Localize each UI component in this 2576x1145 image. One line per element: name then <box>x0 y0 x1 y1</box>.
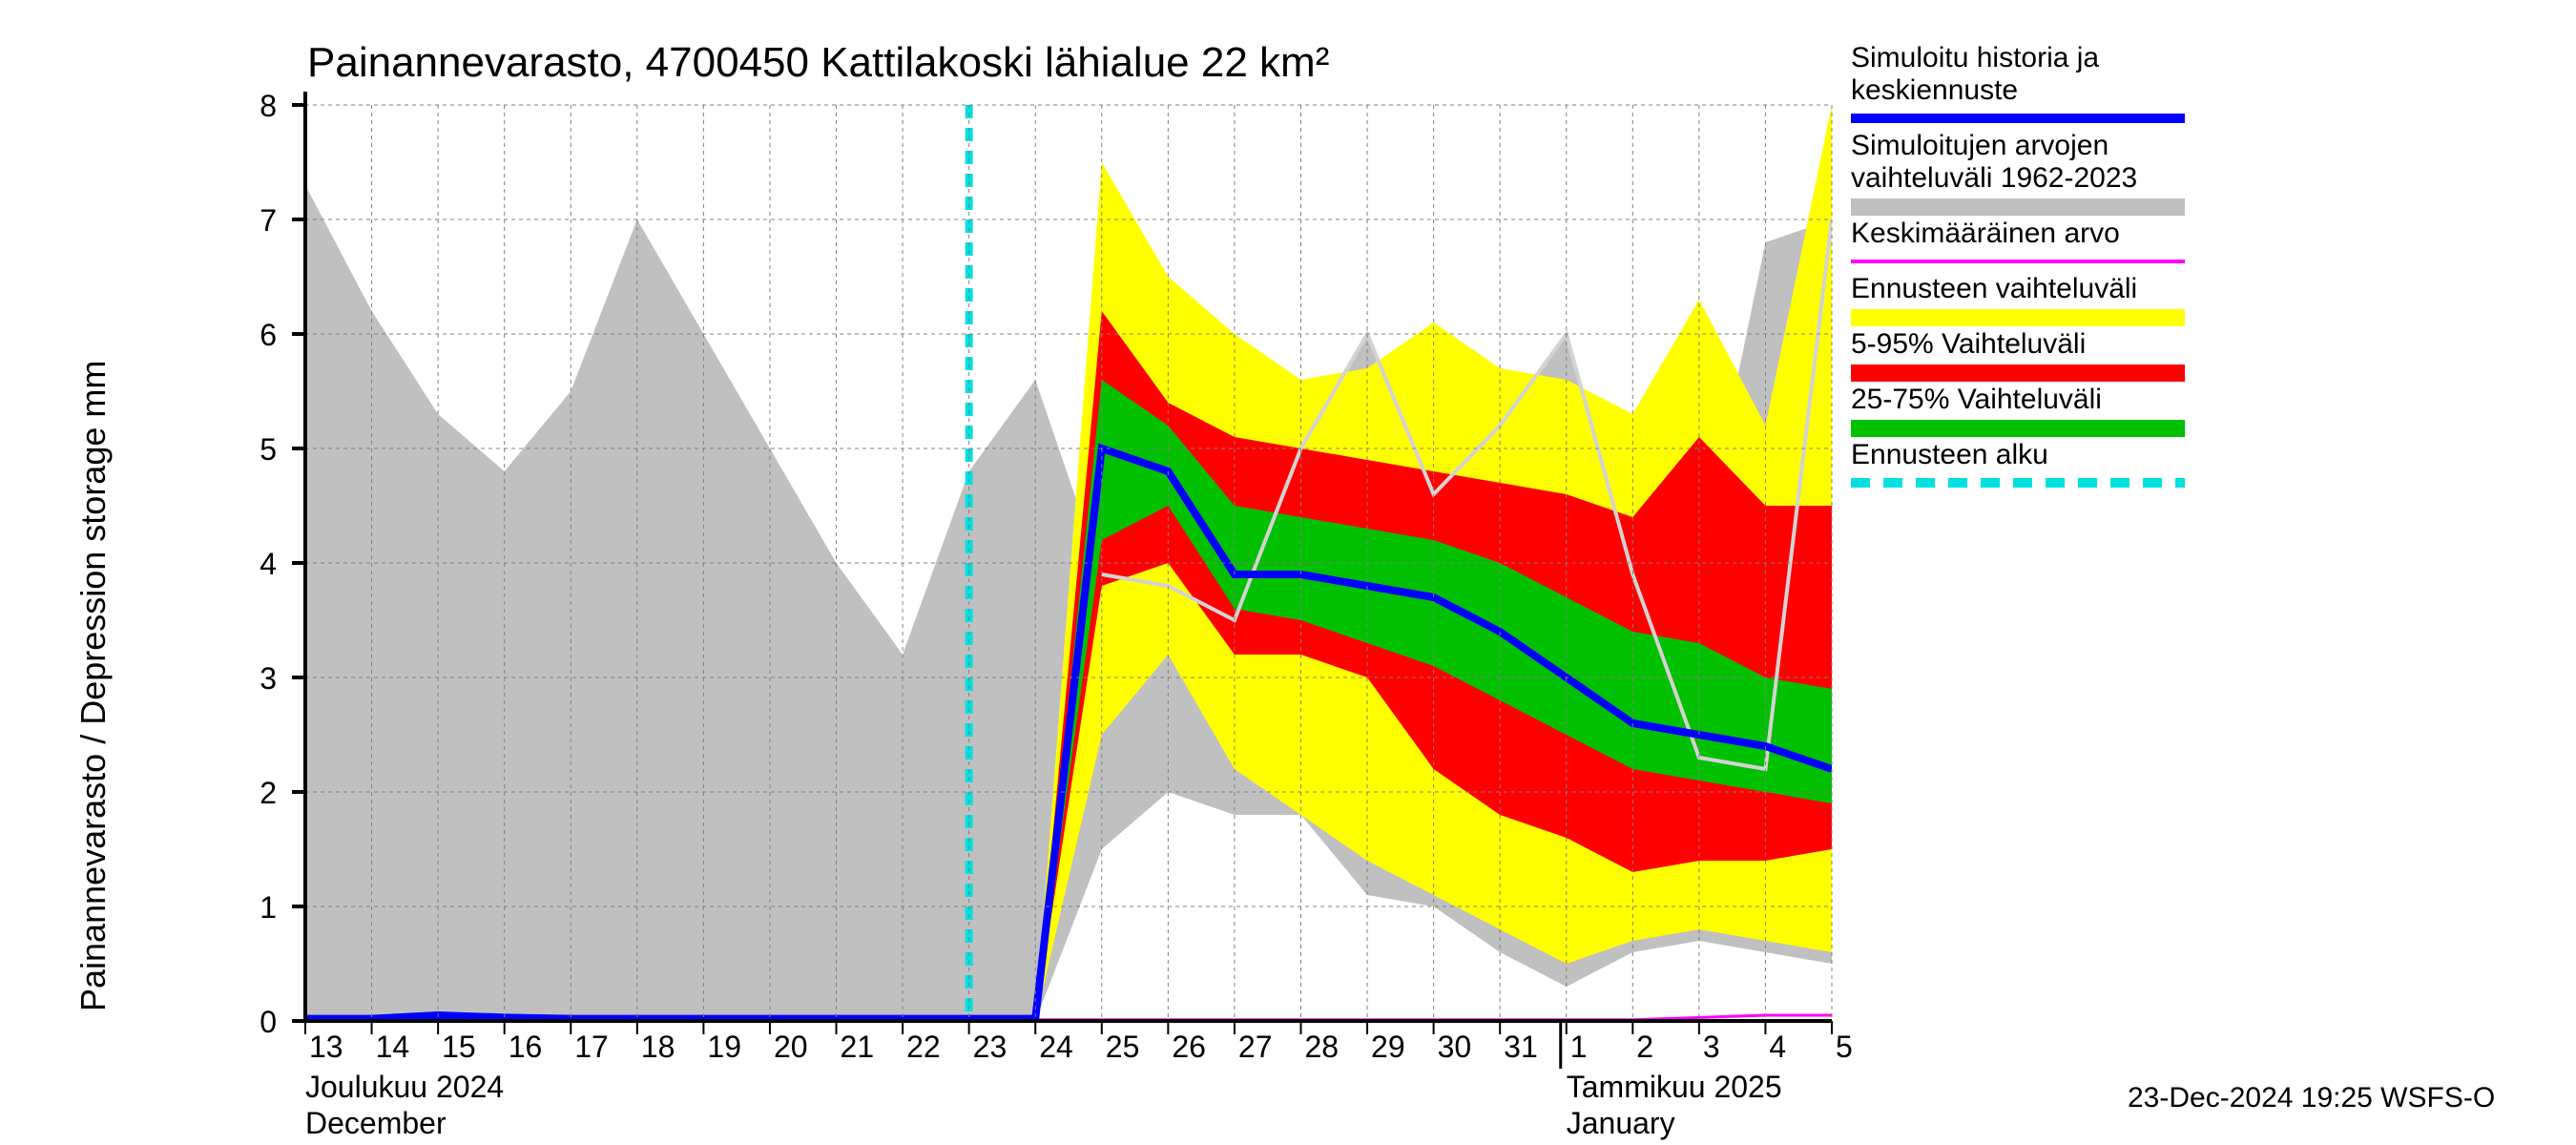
footer-timestamp: 23-Dec-2024 19:25 WSFS-O <box>2128 1082 2495 1114</box>
x-tick-label: 31 <box>1504 1030 1538 1064</box>
chart-container: 0123456781314151617181920212223242526272… <box>0 0 2576 1145</box>
legend-label: Keskimääräinen arvo <box>1851 218 2120 249</box>
y-tick-label: 7 <box>260 203 277 238</box>
x-tick-label: 3 <box>1703 1030 1720 1064</box>
legend-label: vaihteluväli 1962-2023 <box>1851 162 2137 194</box>
y-tick-label: 8 <box>260 89 277 123</box>
month-label-1: Joulukuu 2024 <box>305 1070 504 1104</box>
month-label-2: January <box>1567 1106 1675 1140</box>
x-tick-label: 15 <box>442 1030 476 1064</box>
legend-label: Simuloitu historia ja <box>1851 42 2099 73</box>
y-tick-label: 3 <box>260 661 277 696</box>
x-tick-label: 29 <box>1371 1030 1405 1064</box>
x-tick-label: 27 <box>1238 1030 1273 1064</box>
y-tick-label: 2 <box>260 776 277 810</box>
month-label-1: Tammikuu 2025 <box>1567 1070 1782 1104</box>
legend-swatch <box>1851 309 2185 326</box>
legend-label: 5-95% Vaihteluväli <box>1851 328 2086 360</box>
x-tick-label: 28 <box>1304 1030 1339 1064</box>
legend-label: keskiennuste <box>1851 74 2018 106</box>
legend-label: Ennusteen alku <box>1851 439 2048 470</box>
x-tick-label: 26 <box>1172 1030 1206 1064</box>
legend-label: 25-75% Vaihteluväli <box>1851 384 2102 415</box>
x-tick-label: 21 <box>841 1030 875 1064</box>
x-tick-label: 4 <box>1769 1030 1786 1064</box>
x-tick-label: 19 <box>707 1030 741 1064</box>
x-tick-label: 5 <box>1836 1030 1853 1064</box>
x-tick-label: 22 <box>906 1030 941 1064</box>
x-tick-label: 13 <box>309 1030 343 1064</box>
legend-swatch <box>1851 420 2185 437</box>
x-tick-label: 17 <box>574 1030 609 1064</box>
month-label-2: December <box>305 1106 447 1140</box>
x-tick-label: 30 <box>1438 1030 1472 1064</box>
legend-swatch <box>1851 198 2185 216</box>
y-tick-label: 6 <box>260 318 277 352</box>
chart-title: Painannevarasto, 4700450 Kattilakoski lä… <box>307 39 1329 86</box>
x-tick-label: 20 <box>774 1030 808 1064</box>
x-tick-label: 1 <box>1570 1030 1588 1064</box>
legend-label: Simuloitujen arvojen <box>1851 130 2109 161</box>
chart-svg: 0123456781314151617181920212223242526272… <box>0 0 2576 1145</box>
x-tick-label: 16 <box>509 1030 543 1064</box>
y-axis-label: Painannevarasto / Depression storage mm <box>73 361 113 1011</box>
x-tick-label: 14 <box>376 1030 410 1064</box>
x-tick-label: 18 <box>641 1030 675 1064</box>
x-tick-label: 2 <box>1636 1030 1653 1064</box>
legend-swatch <box>1851 364 2185 382</box>
y-tick-label: 5 <box>260 432 277 467</box>
x-tick-label: 25 <box>1106 1030 1140 1064</box>
x-tick-label: 23 <box>973 1030 1008 1064</box>
legend-label: Ennusteen vaihteluväli <box>1851 273 2137 304</box>
x-tick-label: 24 <box>1039 1030 1073 1064</box>
y-tick-label: 1 <box>260 890 277 925</box>
y-tick-label: 0 <box>260 1005 277 1039</box>
y-tick-label: 4 <box>260 547 277 581</box>
